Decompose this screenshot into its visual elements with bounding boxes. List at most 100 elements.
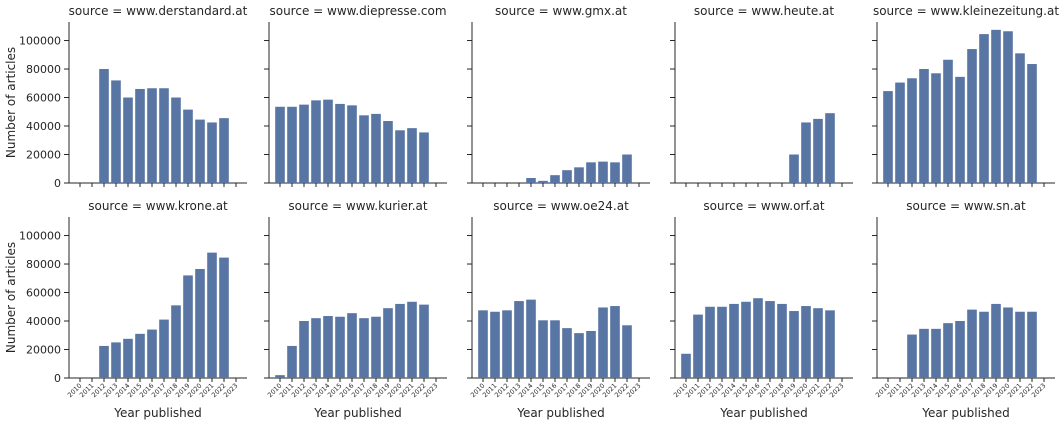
y-tick-label: 20000 xyxy=(26,149,61,162)
bar-sn-at-2018 xyxy=(979,311,989,378)
bar-diepresse-com-2018 xyxy=(371,113,381,183)
bar-kleinezeitung-at-2014 xyxy=(931,73,941,183)
bar-krone-at-2015 xyxy=(135,333,145,378)
bar-gmx-at-2020 xyxy=(598,161,608,183)
bar-heute-at-2021 xyxy=(813,118,823,183)
facet-title-heute-at: source = www.heute.at xyxy=(694,4,835,18)
bar-orf-at-2019 xyxy=(789,311,799,378)
bar-orf-at-2013 xyxy=(717,306,727,378)
y-tick-label: 40000 xyxy=(26,120,61,133)
x-axis-label: Year published xyxy=(313,406,402,420)
x-tick-label: 2023 xyxy=(625,382,642,399)
facet-title-derstandard-at: source = www.derstandard.at xyxy=(69,4,248,18)
bar-kleinezeitung-at-2020 xyxy=(1003,31,1013,183)
bar-orf-at-2022 xyxy=(825,310,835,378)
bar-diepresse-com-2016 xyxy=(347,105,357,183)
bar-diepresse-com-2011 xyxy=(287,106,297,183)
bar-oe24-at-2021 xyxy=(610,306,620,378)
bar-diepresse-com-2015 xyxy=(335,103,345,183)
bar-krone-at-2018 xyxy=(171,305,181,378)
bar-orf-at-2012 xyxy=(705,306,715,378)
x-tick-label: 2023 xyxy=(828,382,845,399)
y-axis-label: Number of articles xyxy=(4,47,18,158)
bar-kurier-at-2011 xyxy=(287,345,297,378)
bar-gmx-at-2015 xyxy=(538,180,548,183)
x-axis-label: Year published xyxy=(113,406,202,420)
x-axis-label: Year published xyxy=(921,406,1010,420)
x-axis-label: Year published xyxy=(516,406,605,420)
bar-gmx-at-2017 xyxy=(562,170,572,183)
bar-oe24-at-2011 xyxy=(490,311,500,378)
bar-kurier-at-2021 xyxy=(407,301,417,378)
bar-sn-at-2021 xyxy=(1015,311,1025,378)
facet-title-diepresse-com: source = www.diepresse.com xyxy=(269,4,446,18)
bar-kleinezeitung-at-2019 xyxy=(991,29,1001,183)
bar-heute-at-2019 xyxy=(789,154,799,183)
bar-derstandard-at-2017 xyxy=(159,88,169,183)
bar-kurier-at-2012 xyxy=(299,321,309,378)
bar-derstandard-at-2021 xyxy=(207,122,217,183)
bar-diepresse-com-2022 xyxy=(419,132,429,183)
bar-sn-at-2017 xyxy=(967,309,977,378)
bar-diepresse-com-2020 xyxy=(395,130,405,183)
bar-kurier-at-2016 xyxy=(347,313,357,378)
bar-heute-at-2020 xyxy=(801,122,811,183)
bar-gmx-at-2019 xyxy=(586,162,596,183)
bar-oe24-at-2016 xyxy=(550,320,560,378)
bar-oe24-at-2017 xyxy=(562,328,572,378)
bar-sn-at-2015 xyxy=(943,323,953,378)
bar-kurier-at-2017 xyxy=(359,318,369,378)
bar-krone-at-2012 xyxy=(99,345,109,378)
bar-derstandard-at-2016 xyxy=(147,88,157,183)
bar-kleinezeitung-at-2010 xyxy=(883,91,893,183)
bar-diepresse-com-2014 xyxy=(323,99,333,183)
y-tick-label: 20000 xyxy=(26,344,61,357)
bar-sn-at-2014 xyxy=(931,328,941,378)
bar-gmx-at-2016 xyxy=(550,175,560,183)
bar-kurier-at-2020 xyxy=(395,303,405,378)
bar-kurier-at-2015 xyxy=(335,316,345,378)
bar-kurier-at-2013 xyxy=(311,318,321,378)
bar-kurier-at-2018 xyxy=(371,316,381,378)
facet-title-kleinezeitung-at: source = www.kleinezeitung.at xyxy=(873,4,1059,18)
bar-kleinezeitung-at-2021 xyxy=(1015,53,1025,184)
bar-kleinezeitung-at-2017 xyxy=(967,49,977,183)
bar-gmx-at-2018 xyxy=(574,167,584,183)
bar-diepresse-com-2012 xyxy=(299,104,309,183)
bar-derstandard-at-2014 xyxy=(123,97,133,183)
x-tick-label: 2023 xyxy=(222,382,239,399)
bar-derstandard-at-2020 xyxy=(195,119,205,183)
y-tick-label: 40000 xyxy=(26,315,61,328)
bar-orf-at-2014 xyxy=(729,303,739,378)
bar-orf-at-2011 xyxy=(693,314,703,378)
bar-kurier-at-2022 xyxy=(419,304,429,378)
facet-title-kurier-at: source = www.kurier.at xyxy=(288,199,428,213)
bar-kleinezeitung-at-2016 xyxy=(955,76,965,183)
bar-derstandard-at-2015 xyxy=(135,88,145,183)
x-tick-label: 2023 xyxy=(1030,382,1047,399)
bar-diepresse-com-2010 xyxy=(275,106,285,183)
bar-gmx-at-2022 xyxy=(622,154,632,183)
y-tick-label: 100000 xyxy=(19,35,61,48)
bar-derstandard-at-2012 xyxy=(99,69,109,183)
facet-title-oe24-at: source = www.oe24.at xyxy=(493,199,629,213)
y-tick-label: 60000 xyxy=(26,92,61,105)
bar-krone-at-2021 xyxy=(207,252,217,378)
facet-title-sn-at: source = www.sn.at xyxy=(906,199,1026,213)
bar-oe24-at-2014 xyxy=(526,299,536,378)
bar-diepresse-com-2021 xyxy=(407,128,417,183)
bar-oe24-at-2018 xyxy=(574,333,584,378)
bar-orf-at-2017 xyxy=(765,301,775,378)
bar-kleinezeitung-at-2011 xyxy=(895,82,905,183)
bar-oe24-at-2015 xyxy=(538,320,548,378)
bar-diepresse-com-2019 xyxy=(383,121,393,183)
bar-gmx-at-2021 xyxy=(610,162,620,183)
bar-orf-at-2020 xyxy=(801,306,811,378)
bar-orf-at-2021 xyxy=(813,308,823,378)
bar-kurier-at-2019 xyxy=(383,308,393,378)
bar-oe24-at-2019 xyxy=(586,330,596,378)
x-tick-label: 2023 xyxy=(422,382,439,399)
bar-krone-at-2019 xyxy=(183,275,193,378)
bar-oe24-at-2012 xyxy=(502,310,512,378)
bar-kurier-at-2014 xyxy=(323,316,333,378)
